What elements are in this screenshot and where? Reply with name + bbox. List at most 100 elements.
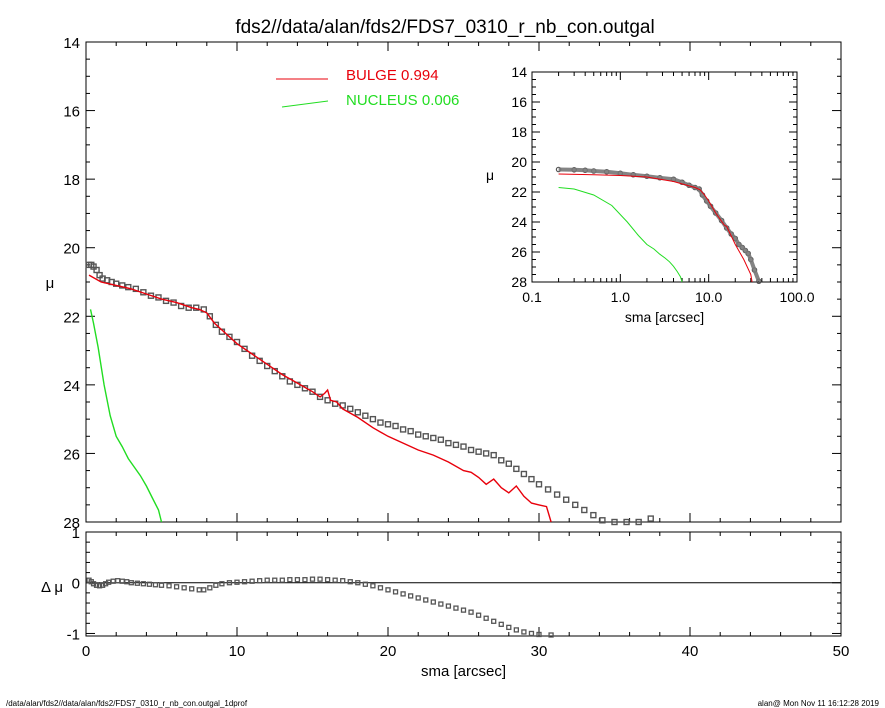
data-point — [520, 470, 528, 478]
inset-data-band — [558, 167, 761, 283]
residual-point — [453, 605, 459, 611]
residual-point — [146, 581, 153, 587]
residual-point — [491, 618, 497, 624]
inset-y-axis-label: μ — [486, 167, 494, 183]
residual-point — [207, 585, 213, 591]
data-point — [647, 515, 654, 522]
residual-point — [302, 577, 308, 583]
residual-point — [272, 577, 278, 583]
data-point — [407, 427, 414, 435]
data-point — [392, 422, 399, 430]
residual-point — [438, 601, 444, 607]
inset-y-tick-label: 14 — [511, 64, 527, 80]
data-point — [581, 506, 588, 514]
residual-point — [377, 585, 384, 591]
residual-y-axis-label: Δ μ — [41, 579, 63, 596]
residual-point — [415, 595, 421, 601]
data-point — [623, 518, 630, 526]
inset-panel: 0.1 1.0 10.0 100.0 14 16 18 20 22 24 26 28 μ sma [arc… — [486, 64, 815, 325]
residual-point — [158, 582, 165, 588]
data-point — [505, 460, 512, 467]
residual-x-tick-label: 0 — [82, 643, 90, 660]
legend-bulge-label: BULGE 0.994 — [346, 67, 439, 84]
data-point — [572, 501, 579, 509]
inset-x-tick-label: 10.0 — [695, 289, 722, 305]
residual-point — [234, 579, 240, 585]
residual-point — [264, 577, 270, 583]
inset-x-tick-label: 100.0 — [779, 289, 814, 305]
data-point — [475, 448, 482, 455]
footer-path: /data/alan/fds2//data/alan/fds2/FDS7_031… — [6, 699, 248, 708]
data-point — [490, 451, 497, 459]
residual-point — [241, 579, 248, 585]
data-point — [362, 412, 369, 419]
residual-point — [521, 629, 527, 635]
inset-bulge-line — [558, 173, 753, 283]
inset-y-tick-label: 26 — [511, 244, 527, 260]
residual-point — [475, 612, 482, 618]
residual-point — [96, 583, 103, 589]
bulge-model-line — [88, 274, 552, 523]
residual-point — [324, 577, 331, 583]
data-point — [241, 345, 248, 353]
legend-nucleus-label: NUCLEUS 0.006 — [346, 92, 459, 109]
nucleus-model-line — [89, 309, 163, 523]
data-point — [535, 481, 543, 488]
residual-point — [213, 582, 219, 588]
data-point — [553, 491, 561, 498]
main-y-axis-label: μ — [46, 275, 55, 292]
residual-point — [201, 587, 207, 593]
residual-point — [347, 579, 353, 585]
residual-point — [140, 581, 147, 587]
main-y-tick-label: 28 — [63, 515, 80, 532]
data-point — [590, 511, 597, 519]
residual-y-tick-label: -1 — [67, 626, 80, 643]
residual-x-tick-label: 30 — [531, 643, 548, 660]
data-point — [119, 282, 126, 289]
main-y-tick-label: 26 — [63, 446, 80, 463]
residual-point — [317, 576, 323, 582]
residual-point — [219, 581, 225, 587]
residual-point — [548, 632, 554, 638]
residual-point — [181, 585, 187, 591]
inset-y-tick-label: 18 — [511, 124, 527, 140]
inset-y-tick-label: 28 — [511, 274, 527, 290]
data-point — [437, 436, 445, 443]
residual-point — [385, 587, 391, 593]
data-point — [316, 393, 324, 401]
data-point — [369, 415, 377, 423]
x-axis-label: sma [arcsec] — [421, 663, 506, 680]
data-point — [562, 496, 570, 503]
data-point — [498, 457, 505, 464]
inset-y-tick-label: 16 — [511, 94, 527, 110]
data-point — [611, 518, 618, 526]
data-point — [460, 443, 467, 450]
data-point — [422, 433, 429, 440]
residual-point — [370, 583, 376, 589]
data-point — [452, 441, 460, 449]
data-point — [513, 465, 520, 473]
residual-x-tick-label: 40 — [682, 643, 699, 660]
data-point — [377, 419, 384, 426]
data-point — [467, 446, 475, 454]
residual-point — [152, 582, 159, 588]
residual-point — [498, 621, 504, 627]
main-y-tick-label: 20 — [63, 241, 80, 258]
residual-point — [423, 597, 429, 603]
inset-x-tick-label: 0.1 — [522, 289, 542, 305]
residual-point — [256, 578, 263, 584]
main-y-tick-label: 14 — [63, 35, 80, 52]
residual-point — [536, 631, 542, 638]
residual-point — [249, 578, 255, 584]
residual-y-tick-label: 0 — [72, 576, 80, 593]
residual-point — [93, 582, 100, 588]
residual-point — [166, 583, 172, 589]
residual-point — [528, 630, 535, 637]
residual-y-tick-label: 1 — [72, 525, 80, 542]
data-point — [347, 405, 354, 413]
residual-point — [226, 580, 233, 586]
residual-point — [430, 599, 436, 605]
residual-point — [506, 624, 512, 631]
